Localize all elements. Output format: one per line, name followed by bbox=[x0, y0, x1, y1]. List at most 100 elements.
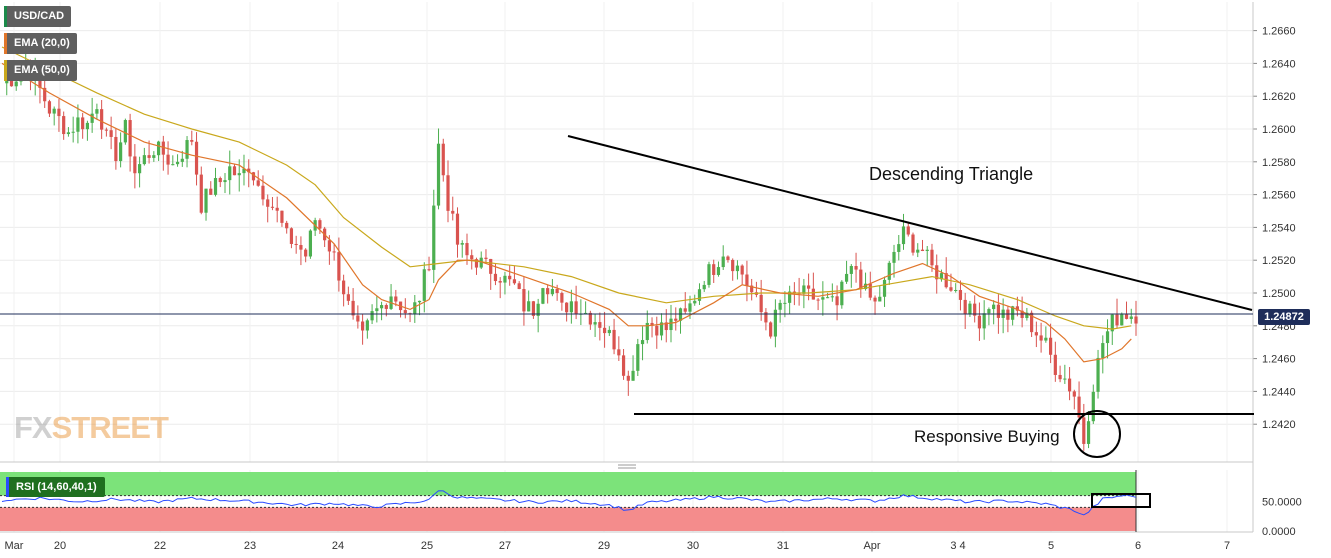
candle-body bbox=[503, 275, 507, 283]
time-tick-label: 24 bbox=[332, 540, 344, 552]
candle-body bbox=[750, 285, 754, 293]
candle-body bbox=[175, 161, 180, 165]
candle-body bbox=[114, 136, 118, 162]
candle-body bbox=[745, 274, 749, 286]
candle-body bbox=[916, 249, 920, 253]
candle-body bbox=[294, 243, 298, 246]
candle-body bbox=[735, 265, 740, 272]
time-tick-label: 29 bbox=[598, 540, 610, 552]
time-tick-label: 6 bbox=[1135, 540, 1141, 552]
candle-body bbox=[156, 141, 161, 156]
price-tick-label: 1.2520 bbox=[1262, 255, 1296, 267]
candle-body bbox=[100, 109, 104, 130]
legend-ema50[interactable]: EMA (50,0) bbox=[4, 60, 77, 81]
candle-body bbox=[939, 273, 944, 280]
descending-triangle-label: Descending Triangle bbox=[869, 164, 1034, 184]
candle-body bbox=[849, 266, 853, 274]
candle-body bbox=[688, 303, 692, 312]
candle-body bbox=[764, 312, 768, 323]
legend-ema20[interactable]: EMA (20,0) bbox=[4, 33, 77, 54]
candle-body bbox=[1086, 421, 1091, 444]
candle-body bbox=[1115, 314, 1119, 326]
symbol-swatch bbox=[4, 6, 7, 27]
candle-body bbox=[920, 249, 925, 252]
candle-body bbox=[228, 166, 232, 181]
price-tick-label: 1.2440 bbox=[1262, 386, 1296, 398]
legend-ema50-label: EMA (50,0) bbox=[14, 64, 70, 76]
candle-body bbox=[375, 308, 379, 312]
candle-body bbox=[403, 310, 407, 314]
candle-body bbox=[992, 304, 996, 310]
time-tick-label: Apr bbox=[863, 540, 880, 552]
candle-body bbox=[740, 265, 744, 275]
candle-body bbox=[617, 349, 621, 356]
legend-ema20-label: EMA (20,0) bbox=[14, 37, 70, 49]
candle-body bbox=[1077, 396, 1081, 418]
candle-body bbox=[655, 325, 659, 336]
time-tick-label: 3 4 bbox=[950, 540, 965, 552]
candle-body bbox=[626, 375, 630, 381]
candle-body bbox=[304, 249, 308, 257]
candle-body bbox=[868, 283, 872, 298]
rsi-highlight-box bbox=[1091, 493, 1151, 508]
candle-body bbox=[645, 322, 649, 341]
candle-body bbox=[361, 321, 365, 331]
candle-body bbox=[636, 344, 640, 371]
candle-body bbox=[560, 293, 564, 303]
candle-body bbox=[137, 164, 142, 174]
candle-body bbox=[337, 252, 341, 281]
legend-symbol[interactable]: USD/CAD bbox=[4, 6, 72, 27]
candle-body bbox=[190, 140, 194, 142]
candle-body bbox=[351, 300, 355, 316]
rsi-line bbox=[1, 490, 1137, 516]
candle-body bbox=[327, 240, 331, 252]
candle-body bbox=[379, 305, 384, 309]
candle-body bbox=[142, 155, 146, 165]
candle-body bbox=[242, 168, 246, 174]
candle-body bbox=[493, 273, 498, 282]
candle-body bbox=[218, 178, 222, 183]
candle-body bbox=[659, 322, 664, 336]
candle-body bbox=[550, 288, 554, 295]
time-tick-label: 22 bbox=[154, 540, 166, 552]
candle-body bbox=[232, 166, 237, 176]
candle-body bbox=[821, 297, 825, 300]
candle-body bbox=[963, 299, 967, 314]
candle-body bbox=[209, 188, 213, 195]
candle-body bbox=[716, 267, 721, 275]
candle-body bbox=[427, 269, 431, 271]
candle-body bbox=[266, 199, 270, 207]
candle-body bbox=[707, 264, 711, 285]
candle-body bbox=[769, 322, 773, 337]
candle-body bbox=[1044, 337, 1048, 341]
candle-body bbox=[318, 220, 322, 229]
candle-body bbox=[892, 251, 896, 263]
candle-body bbox=[650, 322, 654, 326]
candle-body bbox=[835, 296, 839, 306]
candle-body bbox=[171, 164, 175, 166]
candle-body bbox=[958, 289, 963, 300]
candle-body bbox=[726, 256, 730, 260]
candle-body bbox=[731, 259, 735, 272]
candle-body bbox=[873, 297, 877, 302]
candle-body bbox=[446, 175, 450, 211]
candle-body bbox=[987, 309, 991, 314]
candle-body bbox=[712, 264, 716, 275]
candle-body bbox=[52, 108, 56, 114]
candle-body bbox=[584, 312, 588, 314]
rsi-oversold-zone bbox=[0, 507, 1136, 531]
candle-body bbox=[968, 303, 972, 314]
candle-body bbox=[43, 87, 47, 102]
candle-body bbox=[683, 308, 687, 312]
candle-body bbox=[897, 244, 901, 252]
candle-body bbox=[669, 318, 673, 331]
last-price-tag: 1.24872 bbox=[1258, 309, 1310, 325]
legend-rsi[interactable]: RSI (14,60,40,1) bbox=[6, 477, 105, 497]
price-tick-label: 1.2560 bbox=[1262, 190, 1296, 202]
triangle-resistance-line bbox=[567, 135, 1253, 311]
candle-body bbox=[1006, 309, 1010, 320]
rsi-tick-label: 0.0000 bbox=[1262, 526, 1296, 538]
candle-body bbox=[783, 302, 787, 304]
candle-body bbox=[441, 143, 445, 176]
candle-body bbox=[247, 168, 251, 173]
